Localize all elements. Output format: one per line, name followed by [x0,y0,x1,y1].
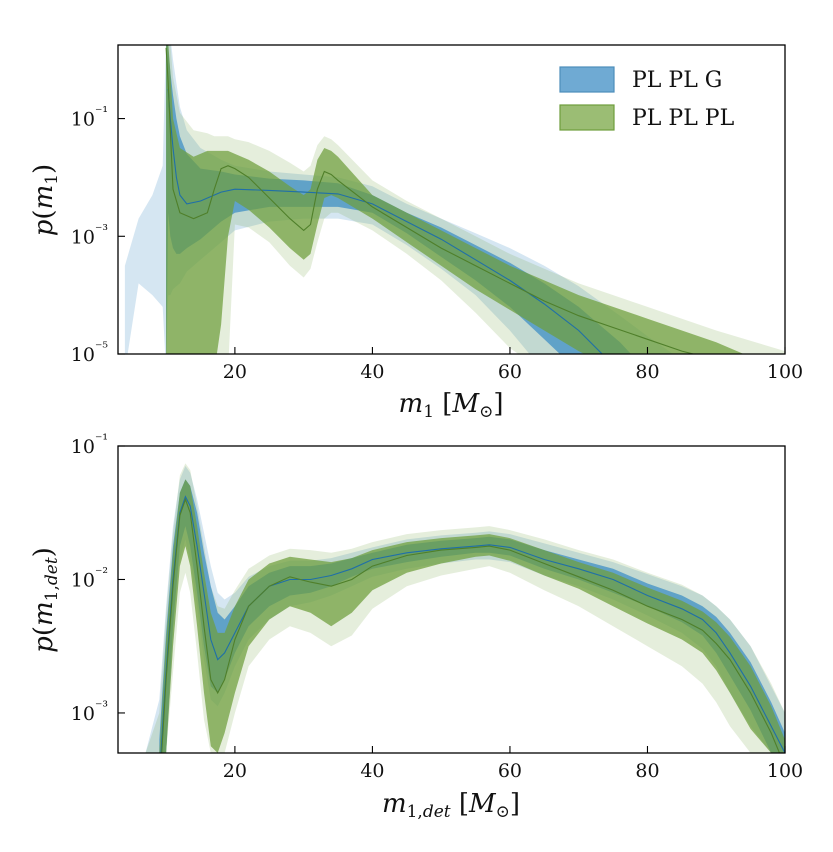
top-plot-frame [117,44,786,355]
bottom-y-tick-label: 10⁻¹ [71,432,108,458]
top-x-tick-label: 80 [635,361,659,383]
bottom-y-ticks: 10⁻¹ 10⁻² 10⁻³ [71,432,125,725]
bottom-density-bands [145,463,785,753]
top-density-bands [124,45,785,354]
bottom-x-tick-label: 20 [223,760,247,782]
bottom-pl-pl-pl-inner-band [159,479,785,753]
top-pl-pl-g-median-line [167,89,603,354]
top-x-tick-label: 20 [223,361,247,383]
bottom-pl-pl-pl-median-line [161,497,781,753]
bottom-x-tick-label: 100 [767,760,803,782]
bottom-y-tick-label: 10⁻² [71,565,108,591]
legend-label-pl-pl-pl: PL PL PL [632,106,735,131]
bottom-x-tick-label: 80 [635,760,659,782]
top-pl-pl-pl-inner-band [166,45,744,354]
top-x-axis-label: m1 [M⊙] [399,389,504,422]
legend-swatch-pl-pl-g [559,66,615,93]
bottom-x-tick-label: 60 [498,760,522,782]
top-y-tick-label: 10⁻⁵ [71,340,109,366]
top-panel: 20 40 60 80 100 10⁻¹ 10⁻³ 10⁻⁵ m1 [M⊙] p(m1) P… [29,44,803,422]
bottom-y-axis-label: p(m1,det) [29,547,62,653]
legend-swatch-pl-pl-pl [559,104,615,131]
bottom-panel: 20 40 60 80 100 10⁻¹ 10⁻² 10⁻³ m1,det [M⊙] p(m… [29,432,803,822]
bottom-plot-frame [117,445,786,754]
top-pl-pl-g-outer-band [124,45,674,354]
top-x-tick-label: 100 [767,361,803,383]
top-x-tick-label: 60 [498,361,522,383]
bottom-pl-pl-g-median-line [160,495,785,753]
bottom-x-ticks: 20 40 60 80 100 [223,746,803,782]
legend: PL PL G PL PL PL [559,66,735,131]
top-x-tick-label: 40 [360,361,384,383]
bottom-y-tick-label: 10⁻³ [71,699,108,725]
bottom-x-tick-label: 40 [360,760,384,782]
bottom-x-axis-label: m1,det [M⊙] [382,789,520,822]
top-y-tick-label: 10⁻¹ [71,105,108,131]
legend-label-pl-pl-g: PL PL G [632,68,722,93]
top-pl-pl-pl-median-line [165,47,696,354]
top-y-axis-label: p(m1) [29,164,62,236]
top-y-ticks: 10⁻¹ 10⁻³ 10⁻⁵ [71,105,125,366]
top-x-ticks: 20 40 60 80 100 [223,347,803,383]
top-y-tick-label: 10⁻³ [71,222,108,248]
